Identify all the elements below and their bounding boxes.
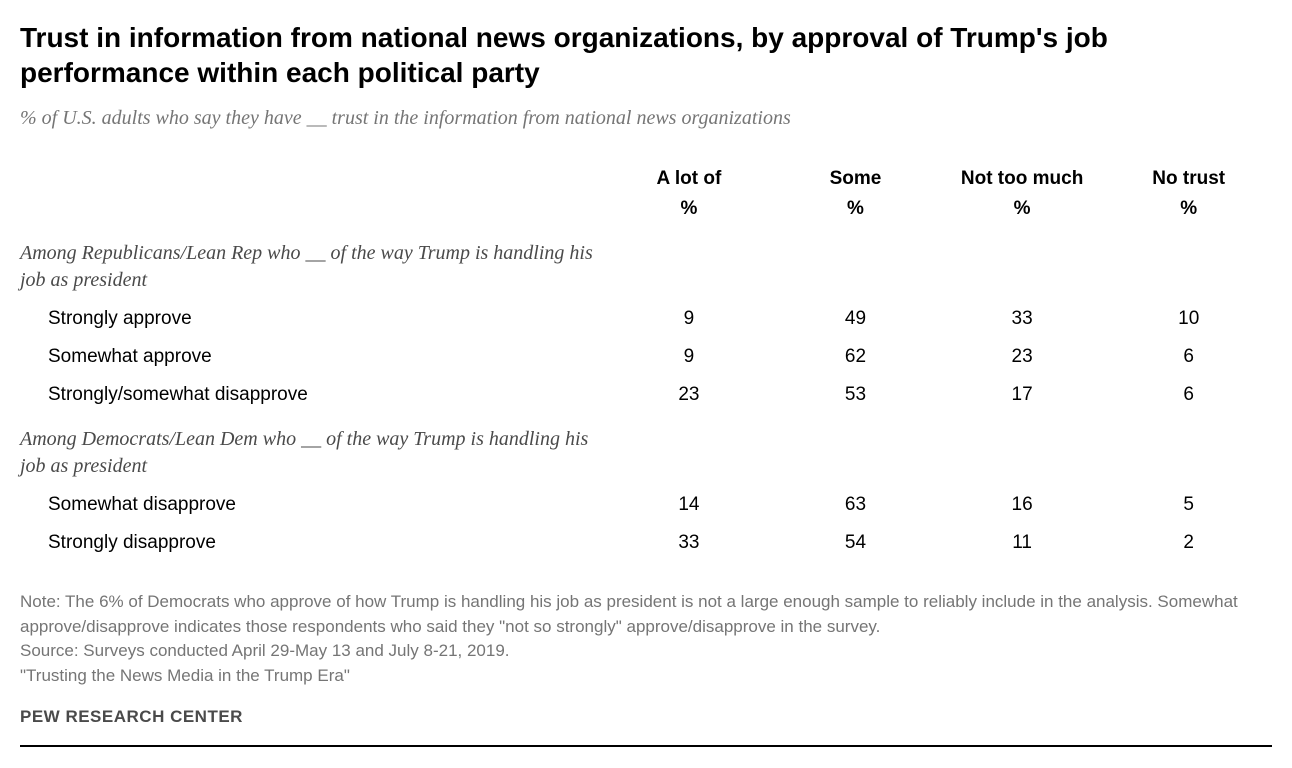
survey-table-figure: Trust in information from national news … bbox=[20, 20, 1272, 747]
row-label: Strongly/somewhat disapprove bbox=[20, 376, 606, 414]
percent-symbol-row: % % % % bbox=[20, 198, 1272, 228]
source-text: Source: Surveys conducted April 29-May 1… bbox=[20, 639, 1272, 664]
cell-value: 53 bbox=[772, 376, 939, 414]
table-row: Strongly disapprove 33 54 11 2 bbox=[20, 524, 1272, 562]
cell-value: 23 bbox=[606, 376, 773, 414]
report-title-text: "Trusting the News Media in the Trump Er… bbox=[20, 664, 1272, 689]
cell-value: 10 bbox=[1105, 300, 1272, 338]
data-table: A lot of Some Not too much No trust % % … bbox=[20, 160, 1272, 562]
figure-title: Trust in information from national news … bbox=[20, 20, 1272, 90]
table-row: Strongly/somewhat disapprove 23 53 17 6 bbox=[20, 376, 1272, 414]
group-header-row: Among Democrats/Lean Dem who __ of the w… bbox=[20, 414, 1272, 486]
cell-value: 9 bbox=[606, 338, 773, 376]
note-text: Note: The 6% of Democrats who approve of… bbox=[20, 590, 1272, 639]
pct-symbol: % bbox=[772, 198, 939, 228]
cell-value: 33 bbox=[606, 524, 773, 562]
column-header: Some bbox=[772, 160, 939, 198]
cell-value: 9 bbox=[606, 300, 773, 338]
table-row: Strongly approve 9 49 33 10 bbox=[20, 300, 1272, 338]
row-label: Somewhat approve bbox=[20, 338, 606, 376]
group-label: Among Republicans/Lean Rep who __ of the… bbox=[20, 228, 606, 300]
pct-symbol: % bbox=[606, 198, 773, 228]
row-label: Strongly disapprove bbox=[20, 524, 606, 562]
group-label: Among Democrats/Lean Dem who __ of the w… bbox=[20, 414, 606, 486]
cell-value: 23 bbox=[939, 338, 1106, 376]
pct-symbol: % bbox=[1105, 198, 1272, 228]
column-header: No trust bbox=[1105, 160, 1272, 198]
bottom-rule bbox=[20, 745, 1272, 747]
cell-value: 11 bbox=[939, 524, 1106, 562]
cell-value: 2 bbox=[1105, 524, 1272, 562]
column-header: Not too much bbox=[939, 160, 1106, 198]
org-attribution: PEW RESEARCH CENTER bbox=[20, 707, 1272, 727]
cell-value: 6 bbox=[1105, 338, 1272, 376]
cell-value: 5 bbox=[1105, 486, 1272, 524]
cell-value: 6 bbox=[1105, 376, 1272, 414]
row-label: Somewhat disapprove bbox=[20, 486, 606, 524]
cell-value: 54 bbox=[772, 524, 939, 562]
footer-notes: Note: The 6% of Democrats who approve of… bbox=[20, 590, 1272, 689]
cell-value: 33 bbox=[939, 300, 1106, 338]
column-header-row: A lot of Some Not too much No trust bbox=[20, 160, 1272, 198]
group-header-row: Among Republicans/Lean Rep who __ of the… bbox=[20, 228, 1272, 300]
cell-value: 16 bbox=[939, 486, 1106, 524]
figure-subtitle: % of U.S. adults who say they have __ tr… bbox=[20, 104, 1272, 132]
cell-value: 63 bbox=[772, 486, 939, 524]
pct-symbol: % bbox=[939, 198, 1106, 228]
table-row: Somewhat approve 9 62 23 6 bbox=[20, 338, 1272, 376]
column-header-blank bbox=[20, 160, 606, 198]
cell-value: 17 bbox=[939, 376, 1106, 414]
cell-value: 62 bbox=[772, 338, 939, 376]
table-row: Somewhat disapprove 14 63 16 5 bbox=[20, 486, 1272, 524]
column-header: A lot of bbox=[606, 160, 773, 198]
row-label: Strongly approve bbox=[20, 300, 606, 338]
cell-value: 14 bbox=[606, 486, 773, 524]
cell-value: 49 bbox=[772, 300, 939, 338]
